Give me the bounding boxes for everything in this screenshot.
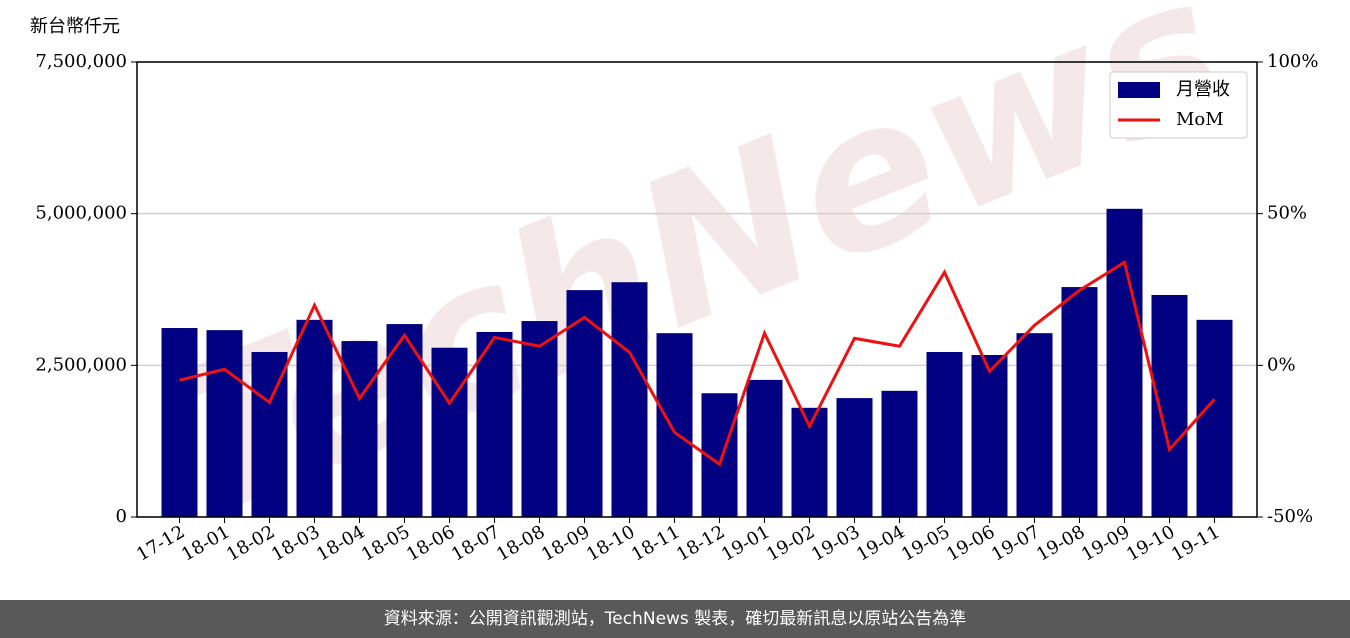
bar xyxy=(1106,208,1143,517)
bar xyxy=(1061,287,1098,517)
bar xyxy=(1151,294,1188,517)
footer: 資料來源：公開資訊觀測站，TechNews 製表，確切最新訊息以原站公告為準 xyxy=(0,600,1350,638)
y2-tick-label: 50% xyxy=(1267,203,1307,224)
x-tick-label: 18-11 xyxy=(628,521,683,565)
y-tick-label: 7,500,000 xyxy=(35,51,127,72)
x-tick-label: 17-12 xyxy=(133,521,188,565)
y-axis-label: 新台幣仟元 xyxy=(30,16,120,37)
bar xyxy=(161,328,198,517)
y-tick-label: 0 xyxy=(116,506,127,527)
y2-tick-label: -50% xyxy=(1267,506,1313,527)
x-tick-label: 19-10 xyxy=(1123,521,1178,565)
plot-frame xyxy=(136,61,1258,518)
x-tick-label: 18-10 xyxy=(583,521,638,565)
x-tick-label: 19-04 xyxy=(853,521,908,565)
bar xyxy=(386,324,423,517)
legend-swatch xyxy=(1118,82,1160,98)
x-tick-label: 18-12 xyxy=(673,521,728,565)
bar xyxy=(296,319,333,517)
x-tick-label: 18-04 xyxy=(313,521,368,565)
bar xyxy=(1196,319,1233,517)
x-tick-label: 19-03 xyxy=(808,521,863,565)
bar xyxy=(521,321,558,517)
x-tick-label: 19-05 xyxy=(898,521,953,565)
bar xyxy=(881,390,918,517)
x-tick-label: 19-02 xyxy=(763,521,818,565)
y-tick-label: 2,500,000 xyxy=(35,354,127,375)
bar xyxy=(341,341,378,517)
bar xyxy=(746,379,783,517)
x-tick-label: 19-09 xyxy=(1078,521,1133,565)
x-tick-label: 19-07 xyxy=(988,521,1043,565)
x-tick-label: 18-08 xyxy=(493,521,548,565)
bar xyxy=(1016,333,1053,517)
line xyxy=(179,259,1216,467)
x-tick-label: 19-01 xyxy=(718,521,773,565)
x-tick-label: 18-07 xyxy=(448,521,503,565)
x-tick-label: 18-05 xyxy=(358,521,413,565)
bar xyxy=(656,333,693,517)
x-tick-label: 18-06 xyxy=(403,521,458,565)
y-tick-label: 5,000,000 xyxy=(35,203,127,224)
legend-label: MoM xyxy=(1176,109,1224,130)
bar xyxy=(926,351,963,517)
y2-tick-label: 0% xyxy=(1267,354,1296,375)
bar xyxy=(206,330,243,517)
bar xyxy=(836,398,873,517)
x-tick-label: 19-11 xyxy=(1168,521,1223,565)
bar xyxy=(476,331,513,517)
x-tick-label: 19-06 xyxy=(943,521,998,565)
x-tick-label: 19-08 xyxy=(1033,521,1088,565)
x-tick-label: 18-09 xyxy=(538,521,593,565)
bar xyxy=(971,355,1008,517)
chart: 新台幣仟元 TechNews 02,500,0005,000,0007,500,… xyxy=(30,0,1318,566)
bar xyxy=(431,347,468,517)
legend-label: 月營收 xyxy=(1176,79,1230,100)
bar xyxy=(611,282,648,517)
y2-tick-label: 100% xyxy=(1267,51,1318,72)
